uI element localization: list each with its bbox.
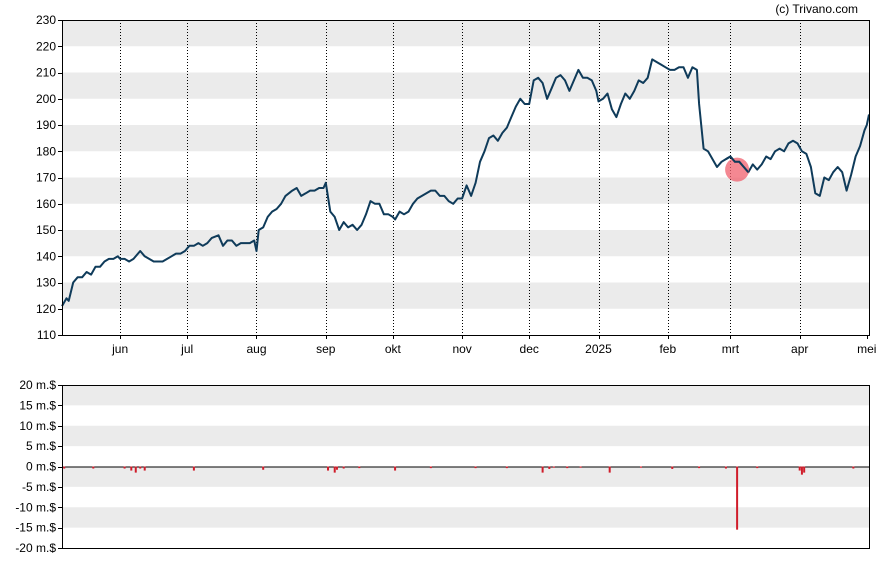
x-tick-label: dec bbox=[520, 342, 539, 356]
y-tick-label: 10 m.$ bbox=[19, 419, 56, 433]
plot-frame bbox=[62, 385, 870, 549]
volume-bar bbox=[327, 466, 330, 471]
volume-bar bbox=[698, 466, 701, 469]
price-chart: jun jul aug sep okt nov dec 2025 feb mrt apr mei 110… bbox=[36, 13, 876, 356]
volume-bar bbox=[608, 466, 611, 473]
y-tick-label: 20 m.$ bbox=[19, 378, 56, 392]
volume-bar bbox=[505, 466, 508, 469]
volume-bar bbox=[541, 466, 544, 473]
y-tick-label: 160 bbox=[36, 197, 56, 211]
x-tick-label: okt bbox=[385, 342, 402, 356]
grid-band bbox=[62, 425, 869, 447]
volume-bar bbox=[552, 466, 555, 468]
y-tick-label: -15 m.$ bbox=[15, 521, 56, 535]
price-series-line-overlay bbox=[725, 155, 750, 173]
x-tick-label: 2025 bbox=[585, 342, 612, 356]
y-tick-label: 230 bbox=[36, 13, 56, 27]
y-tick-label: 0 m.$ bbox=[26, 460, 56, 474]
volume-bar bbox=[798, 466, 801, 471]
x-tick-label: sep bbox=[316, 342, 336, 356]
x-tick-label: jun bbox=[111, 342, 128, 356]
volume-bar bbox=[92, 466, 95, 469]
volume-bar bbox=[756, 466, 759, 469]
highlight-marker bbox=[725, 157, 750, 182]
volume-bar bbox=[143, 466, 146, 471]
y-tick-label: 15 m.$ bbox=[19, 398, 56, 412]
x-tick-label: feb bbox=[659, 342, 676, 356]
y-tick-label: -10 m.$ bbox=[15, 500, 56, 514]
y-tick-label: 130 bbox=[36, 276, 56, 290]
volume-bar bbox=[134, 466, 137, 473]
y-tick-label: 190 bbox=[36, 118, 56, 132]
volume-bar bbox=[333, 466, 336, 473]
grid-band bbox=[62, 72, 869, 99]
volume-bar bbox=[262, 466, 265, 470]
volume-bar bbox=[429, 466, 432, 469]
volume-bar bbox=[139, 466, 142, 469]
grid-band bbox=[62, 20, 869, 47]
y-tick-label: 200 bbox=[36, 92, 56, 106]
volume-bar bbox=[123, 466, 126, 469]
y-tick-label: -5 m.$ bbox=[22, 480, 56, 494]
y-tick-label: 210 bbox=[36, 66, 56, 80]
y-tick-label: -20 m.$ bbox=[15, 541, 56, 555]
volume-bar bbox=[800, 466, 803, 475]
volume-bar bbox=[724, 466, 727, 469]
volume-bar bbox=[474, 466, 477, 469]
volume-bar bbox=[736, 466, 739, 530]
y-tick-label: 180 bbox=[36, 144, 56, 158]
y-tick-label: 150 bbox=[36, 223, 56, 237]
x-tick-label: jul bbox=[180, 342, 193, 356]
x-tick-label: mrt bbox=[722, 342, 740, 356]
grid-band bbox=[62, 507, 869, 528]
volume-bar bbox=[579, 466, 582, 468]
volume-bar bbox=[130, 466, 133, 471]
grid-band bbox=[62, 282, 869, 309]
volume-bar bbox=[548, 466, 551, 469]
x-tick-label: aug bbox=[246, 342, 266, 356]
volume-bar bbox=[803, 466, 806, 473]
y-tick-label: 220 bbox=[36, 39, 56, 53]
x-tick-label: nov bbox=[452, 342, 471, 356]
volume-bar bbox=[358, 466, 361, 469]
volume-chart: 20 m.$ 15 m.$ 10 m.$ 5 m.$ 0 m.$ -5 m.$ -10 m.… bbox=[15, 378, 870, 555]
volume-bar bbox=[566, 466, 569, 469]
volume-bar bbox=[671, 466, 674, 469]
volume-bar bbox=[63, 466, 66, 469]
y-tick-label: 170 bbox=[36, 171, 56, 185]
grid-band bbox=[62, 125, 869, 152]
y-tick-label: 120 bbox=[36, 302, 56, 316]
y-tick-label: 110 bbox=[37, 328, 56, 342]
volume-bar bbox=[639, 466, 642, 468]
x-tick-label: apr bbox=[791, 342, 808, 356]
plot-frame bbox=[62, 20, 870, 336]
y-tick-label: 5 m.$ bbox=[26, 439, 56, 453]
grid-band bbox=[62, 466, 869, 487]
volume-bar bbox=[342, 466, 345, 469]
y-tick-label: 140 bbox=[36, 249, 56, 263]
volume-bar bbox=[335, 466, 338, 470]
grid-band bbox=[62, 385, 869, 406]
volume-bar bbox=[852, 466, 855, 469]
volume-bar bbox=[192, 466, 195, 471]
credit-label: (c) Trivano.com bbox=[775, 2, 858, 16]
volume-bar bbox=[394, 466, 397, 471]
x-tick-label: mei bbox=[857, 342, 876, 356]
